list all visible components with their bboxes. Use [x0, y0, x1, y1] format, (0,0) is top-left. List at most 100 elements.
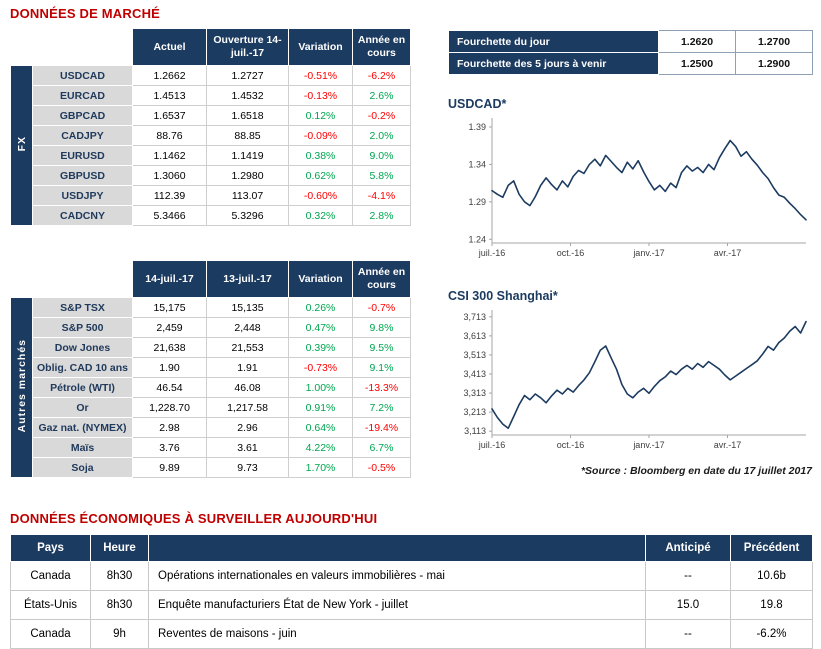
markets-variation: 4.22% [288, 437, 353, 458]
fx-value-2: 1.1419 [206, 145, 289, 166]
markets-ytd: 9.1% [352, 357, 411, 378]
markets-row-label: Pétrole (WTI) [32, 377, 133, 398]
markets-value-2: 9.73 [206, 457, 289, 478]
source-note: *Source : Bloomberg en date du 17 juille… [580, 465, 812, 477]
svg-text:oct.-16: oct.-16 [557, 248, 585, 258]
econ-header-country: Pays [10, 534, 91, 562]
fx-ytd: 2.8% [352, 205, 411, 226]
econ-country: Canada [10, 561, 91, 591]
markets-ytd: 9.8% [352, 317, 411, 338]
fx-value-1: 88.76 [132, 125, 207, 146]
markets-side-label: Autres marchés [10, 297, 33, 478]
range-low-value: 1.2620 [658, 30, 736, 53]
fx-value-1: 1.6537 [132, 105, 207, 126]
fx-variation: -0.13% [288, 85, 353, 106]
markets-value-1: 2.98 [132, 417, 207, 438]
fx-row: FX USDCAD 1.2662 1.2727 -0.51% -6.2% [10, 65, 411, 226]
fx-ytd: -0.2% [352, 105, 411, 126]
markets-value-2: 3.61 [206, 437, 289, 458]
markets-header-spacer [10, 260, 133, 298]
econ-expected: 15.0 [645, 590, 731, 620]
markets-row-label: Or [32, 397, 133, 418]
usdcad-line-chart: 1.24 1.29 1.34 1.39 juil.-16 oct.-16 janv.-17 a… [468, 118, 807, 258]
econ-previous: 19.8 [730, 590, 813, 620]
markets-ytd: -19.4% [352, 417, 411, 438]
svg-text:3,113: 3,113 [464, 426, 486, 436]
svg-text:3,513: 3,513 [463, 350, 486, 360]
market-tables-column: Actuel Ouverture 14-juil.-17 Variation A… [10, 28, 434, 478]
markets-row: Autres marchés S&P TSX 15,175 15,135 0.26% -0… [10, 297, 411, 478]
econ-previous: 10.6b [730, 561, 813, 591]
fx-row: CADJPY 88.76 88.85 -0.09% 2.0% [11, 125, 411, 146]
fx-value-1: 1.3060 [132, 165, 207, 186]
fx-row-label: EURCAD [32, 85, 133, 106]
markets-header-date1: 14-juil.-17 [132, 260, 207, 298]
csi300-chart-block: CSI 300 Shanghai* 3,113 3,213 3,313 3,413 3,… [448, 289, 814, 455]
fx-variation: -0.60% [288, 185, 353, 206]
fx-variation: 0.38% [288, 145, 353, 166]
usdcad-chart-block: USDCAD* 1.24 1.29 1.34 1.39 juil.-16 oct.-16 j… [448, 97, 814, 263]
csi300-line-chart: 3,113 3,213 3,313 3,413 3,513 3,613 3,713 juil.… [463, 310, 807, 450]
fx-header-ouverture: Ouverture 14-juil.-17 [206, 28, 289, 66]
markets-header-ytd: Année en cours [352, 260, 411, 298]
markets-value-1: 46.54 [132, 377, 207, 398]
markets-value-2: 1.91 [206, 357, 289, 378]
ranges-table: Fourchette du jour 1.2620 1.2700 Fourchette… [448, 30, 813, 75]
markets-ytd: 7.2% [352, 397, 411, 418]
range-label: Fourchette des 5 jours à venir [448, 52, 659, 75]
markets-row: S&P 500 2,459 2,448 0.47% 9.8% [11, 317, 411, 338]
fx-row: EURCAD 1.4513 1.4532 -0.13% 2.6% [11, 85, 411, 106]
svg-text:3,413: 3,413 [463, 369, 486, 379]
markets-value-2: 1,217.58 [206, 397, 289, 418]
markets-row-label: Oblig. CAD 10 ans [32, 357, 133, 378]
fx-value-2: 1.2727 [206, 65, 289, 86]
econ-expected: -- [645, 619, 731, 649]
svg-text:3,213: 3,213 [463, 407, 486, 417]
markets-header-date2: 13-juil.-17 [206, 260, 289, 298]
fx-table: Actuel Ouverture 14-juil.-17 Variation A… [10, 28, 411, 226]
fx-header-ytd: Année en cours [352, 28, 411, 66]
markets-variation: 0.39% [288, 337, 353, 358]
fx-value-1: 1.2662 [132, 65, 207, 86]
fx-value-2: 1.6518 [206, 105, 289, 126]
fx-ytd: 2.6% [352, 85, 411, 106]
right-column: Fourchette du jour 1.2620 1.2700 Fourchette… [448, 30, 814, 477]
markets-row-label: Gaz nat. (NYMEX) [32, 417, 133, 438]
markets-ytd: 6.7% [352, 437, 411, 458]
svg-text:janv.-17: janv.-17 [632, 248, 664, 258]
svg-text:1.29: 1.29 [468, 197, 486, 207]
econ-expected: -- [645, 561, 731, 591]
fx-row-label: GBPCAD [32, 105, 133, 126]
markets-row: Dow Jones 21,638 21,553 0.39% 9.5% [11, 337, 411, 358]
markets-variation: 0.26% [288, 297, 353, 318]
other-markets-table: 14-juil.-17 13-juil.-17 Variation Année … [10, 260, 411, 478]
markets-row: Gaz nat. (NYMEX) 2.98 2.96 0.64% -19.4% [11, 417, 411, 438]
markets-value-1: 9.89 [132, 457, 207, 478]
range-row: Fourchette du jour 1.2620 1.2700 [448, 30, 813, 53]
econ-row: Canada 8h30 Opérations internationales en … [10, 561, 813, 591]
markets-value-2: 46.08 [206, 377, 289, 398]
fx-variation: 0.62% [288, 165, 353, 186]
fx-ytd: -6.2% [352, 65, 411, 86]
fx-row: GBPCAD 1.6537 1.6518 0.12% -0.2% [11, 105, 411, 126]
econ-time: 8h30 [90, 590, 149, 620]
svg-text:avr.-17: avr.-17 [714, 248, 742, 258]
markets-variation: 1.00% [288, 377, 353, 398]
markets-ytd: -0.7% [352, 297, 411, 318]
fx-row-label: EURUSD [32, 145, 133, 166]
fx-ytd: 9.0% [352, 145, 411, 166]
fx-row-label: USDJPY [32, 185, 133, 206]
svg-text:3,713: 3,713 [463, 312, 486, 322]
markets-value-1: 3.76 [132, 437, 207, 458]
svg-text:3,613: 3,613 [463, 331, 486, 341]
fx-value-1: 5.3466 [132, 205, 207, 226]
fx-value-2: 5.3296 [206, 205, 289, 226]
economic-events-table: Pays Heure Anticipé Précédent Canada 8h30… [10, 534, 813, 649]
range-high-value: 1.2900 [735, 52, 813, 75]
markets-ytd: -0.5% [352, 457, 411, 478]
fx-value-2: 1.4532 [206, 85, 289, 106]
econ-country: États-Unis [10, 590, 91, 620]
markets-row: Oblig. CAD 10 ans 1.90 1.91 -0.73% 9.1% [11, 357, 411, 378]
markets-row-label: Soja [32, 457, 133, 478]
market-data-title: DONNÉES DE MARCHÉ [10, 6, 161, 21]
